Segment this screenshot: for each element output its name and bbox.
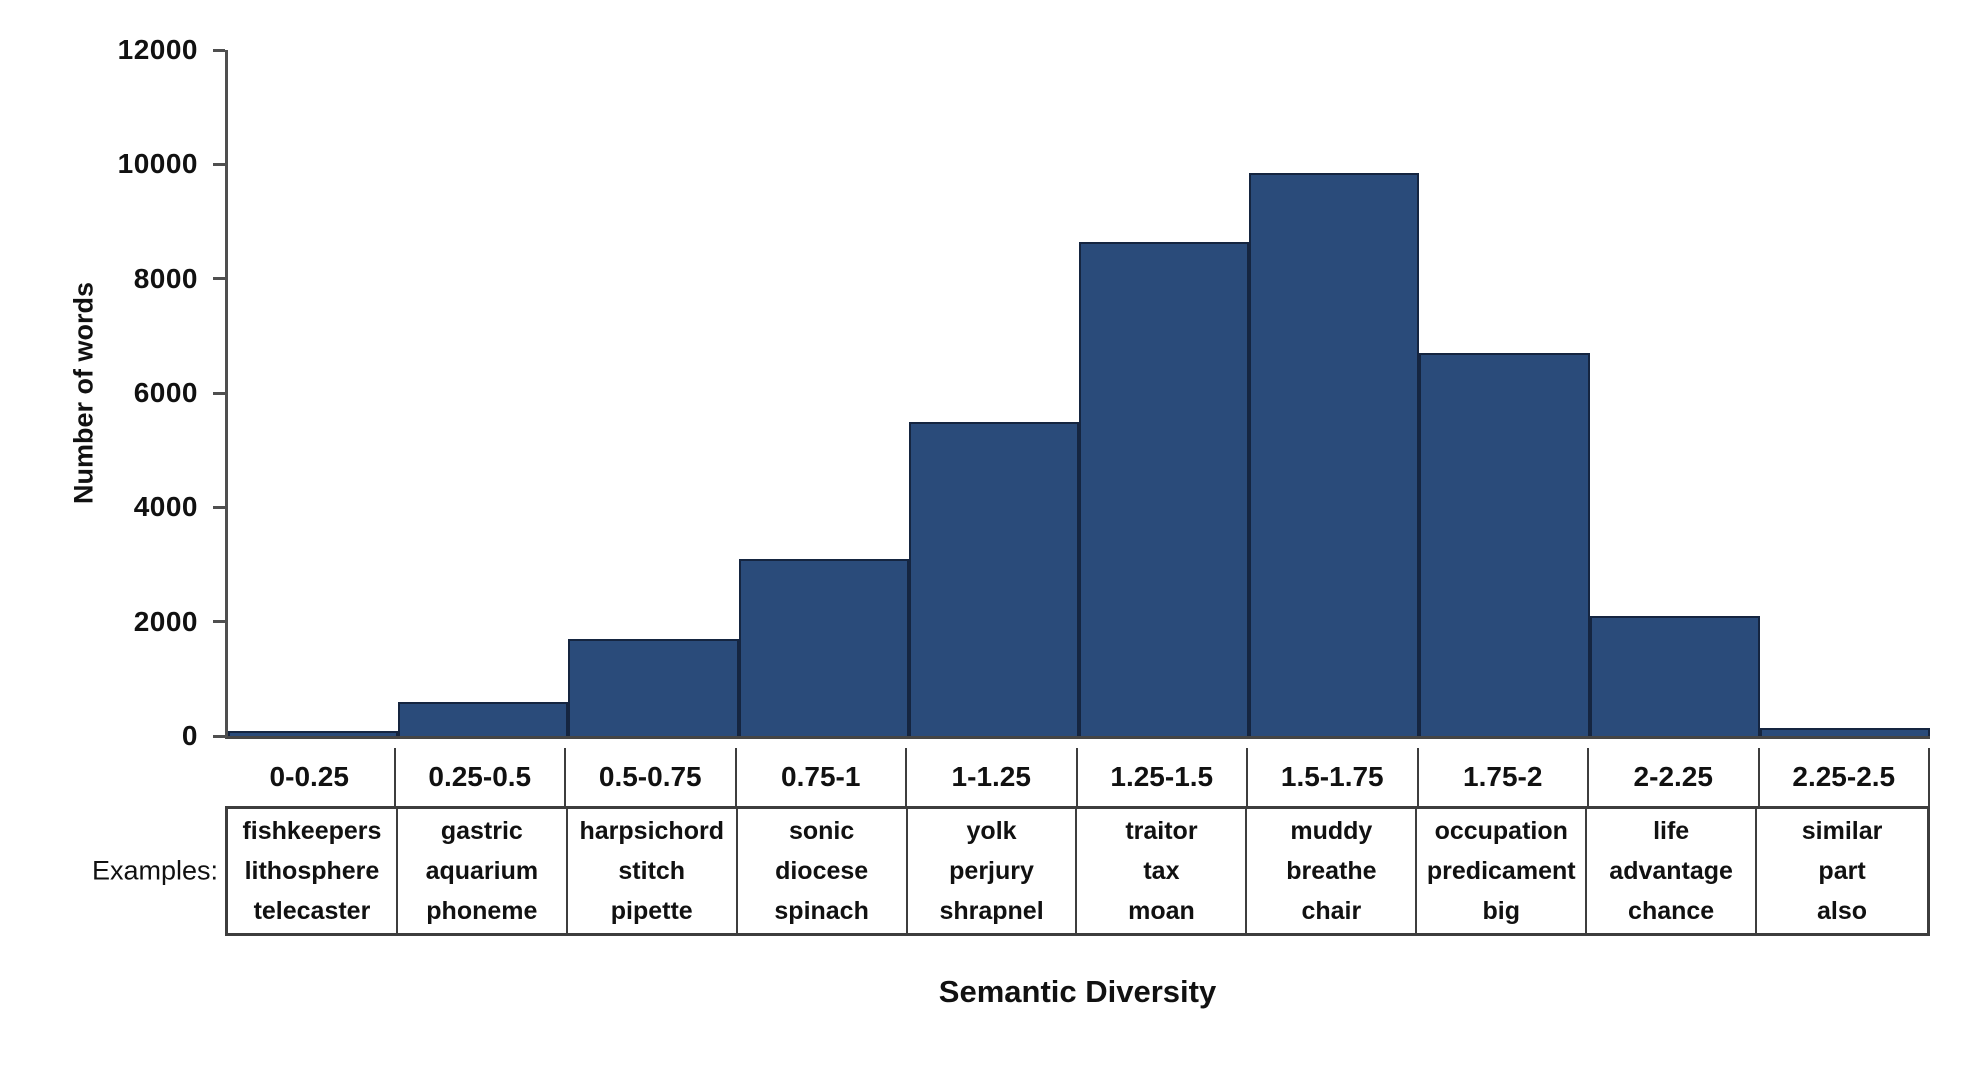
- example-word: muddy: [1290, 817, 1373, 845]
- y-tick-mark: [213, 734, 225, 738]
- histogram-bar: [1419, 352, 1590, 736]
- example-word: advantage: [1609, 857, 1733, 885]
- examples-cell: occupation predicament big: [1417, 809, 1588, 933]
- example-word: chair: [1301, 897, 1362, 925]
- histogram-bar: [568, 638, 739, 736]
- x-axis-title: Semantic Diversity: [938, 974, 1217, 1009]
- x-tick-label: 2-2.25: [1589, 748, 1760, 806]
- example-word: telecaster: [253, 897, 371, 925]
- example-word: harpsichord: [579, 817, 724, 845]
- y-tick-label: 0: [181, 720, 198, 751]
- y-tick-label: 4000: [133, 491, 198, 523]
- example-word: breathe: [1286, 857, 1377, 885]
- x-tick-label: 1-1.25: [907, 748, 1078, 806]
- y-tick-mark: [213, 48, 225, 52]
- example-word: traitor: [1125, 817, 1198, 845]
- example-word: pipette: [610, 897, 693, 925]
- example-word: stitch: [618, 857, 686, 885]
- histogram-bar: [398, 701, 569, 736]
- x-tick-label: 1.75-2: [1419, 748, 1589, 806]
- example-word: life: [1653, 817, 1690, 845]
- example-word: yolk: [966, 817, 1017, 845]
- plot-area: [225, 50, 1930, 739]
- y-tick-label: 6000: [133, 377, 198, 408]
- example-word: occupation: [1434, 817, 1568, 845]
- examples-cell: traitor tax moan: [1077, 809, 1248, 933]
- examples-cell: muddy breathe chair: [1247, 809, 1418, 933]
- example-word: perjury: [949, 857, 1034, 885]
- example-word: similar: [1801, 817, 1883, 845]
- example-word: spinach: [774, 897, 869, 925]
- histogram-bar: [738, 558, 909, 736]
- y-tick-label: 12000: [117, 34, 198, 65]
- examples-cell: yolk perjury shrapnel: [908, 809, 1078, 933]
- histogram-bar: [908, 421, 1079, 736]
- x-tick-label: 2.25-2.5: [1760, 748, 1930, 806]
- examples-cell: harpsichord stitch pipette: [568, 809, 738, 933]
- y-tick-label: 2000: [133, 605, 198, 637]
- histogram-bar: [1759, 728, 1930, 736]
- example-word: phoneme: [426, 897, 538, 925]
- y-tick-mark: [213, 277, 225, 281]
- examples-cell: sonic diocese spinach: [738, 809, 908, 933]
- examples-cell: fishkeepers lithosphere telecaster: [228, 809, 398, 933]
- y-tick-mark: [213, 620, 225, 624]
- example-word: chance: [1628, 897, 1715, 925]
- x-tick-label: 0-0.25: [225, 748, 396, 806]
- x-tick-label: 1.5-1.75: [1248, 748, 1419, 806]
- examples-label: Examples:: [91, 855, 218, 886]
- example-word: moan: [1128, 897, 1195, 925]
- example-word: shrapnel: [939, 897, 1044, 925]
- example-word: sonic: [788, 817, 855, 845]
- example-word: big: [1482, 897, 1520, 925]
- x-tick-label: 0.75-1: [737, 748, 907, 806]
- y-tick-label: 8000: [133, 262, 198, 294]
- y-tick-label: 10000: [117, 148, 198, 180]
- example-word: predicament: [1426, 857, 1576, 885]
- example-word: diocese: [775, 857, 869, 885]
- histogram-bar: [1589, 615, 1760, 736]
- histogram-bar: [228, 731, 399, 736]
- y-tick-mark: [213, 391, 225, 395]
- histogram-bar: [1249, 172, 1420, 736]
- examples-cell: similar part also: [1757, 809, 1927, 933]
- example-word: lithosphere: [244, 857, 380, 885]
- y-tick-mark: [213, 162, 225, 166]
- example-word: gastric: [440, 817, 523, 845]
- x-tick-label: 0.5-0.75: [566, 748, 737, 806]
- y-tick-mark: [213, 505, 225, 509]
- example-word: part: [1818, 857, 1866, 885]
- example-word: fishkeepers: [242, 817, 382, 845]
- histogram-bar: [1079, 241, 1250, 736]
- x-tick-label: 1.25-1.5: [1078, 748, 1248, 806]
- examples-cell: life advantage chance: [1587, 809, 1758, 933]
- examples-cell: gastric aquarium phoneme: [398, 809, 568, 933]
- example-word: aquarium: [425, 857, 539, 885]
- examples-table: fishkeepers lithosphere telecaster gastric a…: [225, 806, 1930, 936]
- example-word: also: [1817, 897, 1868, 925]
- x-tick-label: 0.25-0.5: [396, 748, 566, 806]
- example-word: tax: [1143, 857, 1180, 885]
- x-axis-bin-labels: 0-0.25 0.25-0.5 0.5-0.75 0.75-1 1-1.25 1.25-1…: [225, 748, 1930, 806]
